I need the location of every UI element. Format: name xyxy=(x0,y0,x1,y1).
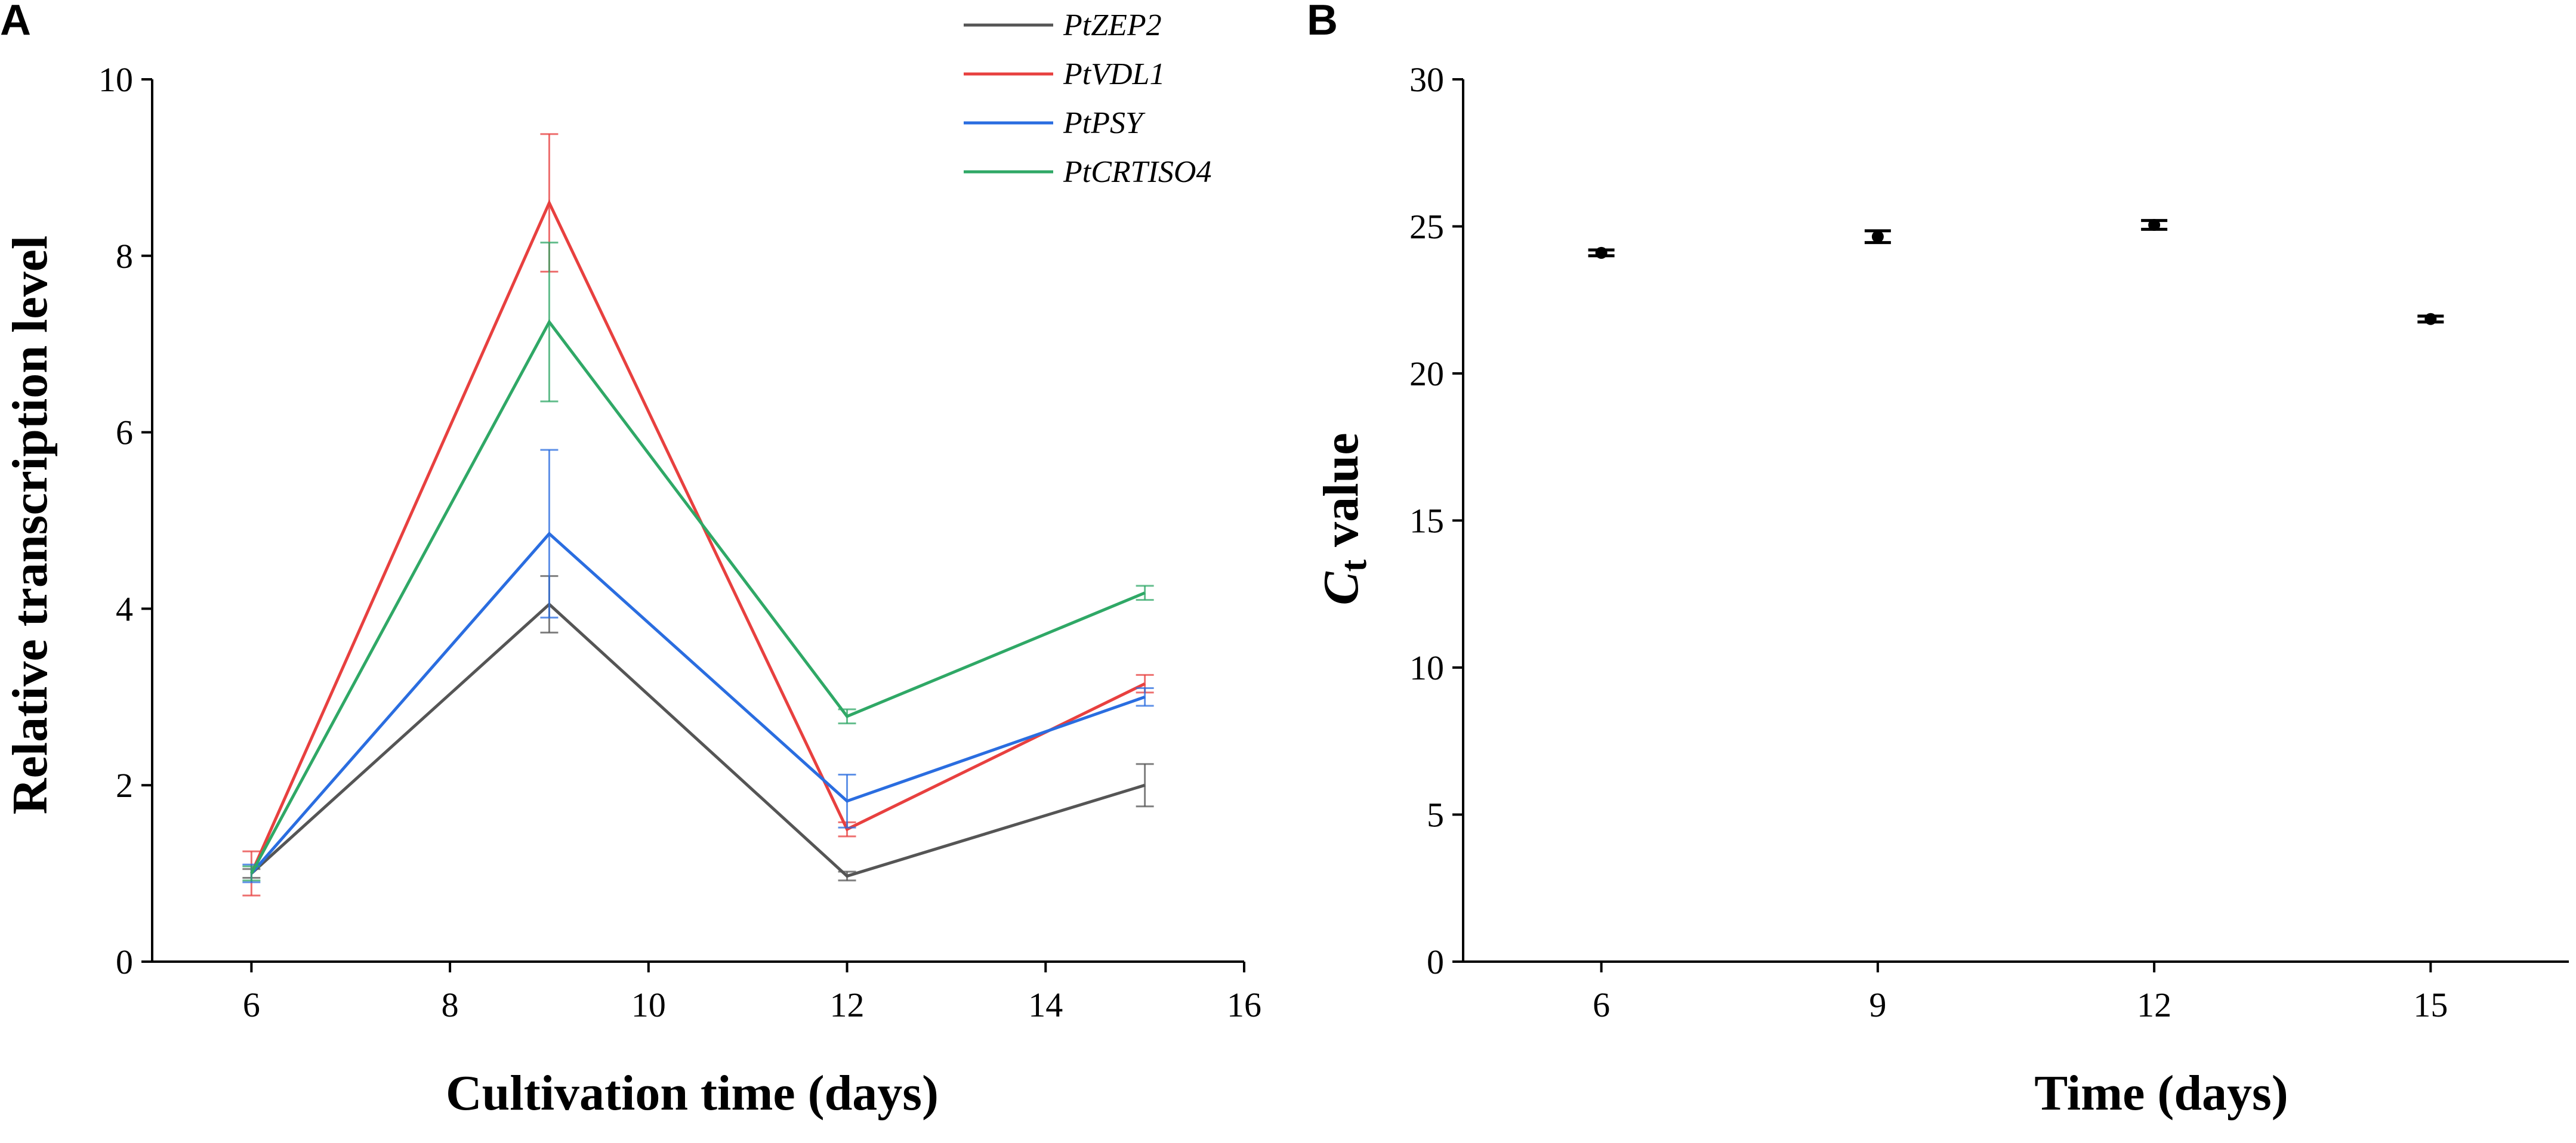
chart-a-xtick-label: 14 xyxy=(1028,986,1063,1024)
series-line-PtZEP2 xyxy=(250,602,1146,878)
chart-a-xlabel: Cultivation time (days) xyxy=(446,1065,939,1121)
chart-b-xtick-label: 15 xyxy=(2413,986,2448,1024)
chart-b-ticks: 0 5 10 15 20 25 30 6 9 12 15 xyxy=(1409,60,2448,1024)
chart-a-xtick-label: 6 xyxy=(243,986,260,1024)
chart-b-xtick-label: 9 xyxy=(1869,986,1886,1024)
chart-a-xtick-label: 8 xyxy=(442,986,459,1024)
panel-a-label: A xyxy=(0,0,31,44)
ct-point-group xyxy=(1864,229,1891,245)
legend-label: PtCRTISO4 xyxy=(1063,155,1211,189)
panel-b-label: B xyxy=(1307,0,1338,44)
chart-a-ytick-label: 8 xyxy=(116,237,133,276)
chart-a-ytick-label: 4 xyxy=(116,589,133,628)
legend-item-PtVDL1: PtVDL1 xyxy=(964,57,1165,91)
chart-b-xlabel: Time (days) xyxy=(2034,1065,2288,1121)
chart-a-ytick-label: 6 xyxy=(116,413,133,452)
series-PtPSY xyxy=(242,449,1154,883)
ct-point xyxy=(2424,313,2437,325)
chart-b-xtick-label: 6 xyxy=(1593,986,1610,1024)
legend-label: PtZEP2 xyxy=(1063,8,1162,42)
ct-point-group xyxy=(1588,246,1615,259)
chart-a-axes xyxy=(151,79,1244,963)
chart-b-ylabel: Ct value xyxy=(1313,433,1374,605)
chart-a-xtick-label: 12 xyxy=(830,986,865,1024)
chart-b-points xyxy=(1588,219,2444,325)
ct-point-group xyxy=(2417,313,2444,325)
chart-b-ytick-label: 10 xyxy=(1409,648,1444,687)
legend-label: PtVDL1 xyxy=(1063,57,1165,91)
series-line-PtVDL1 xyxy=(250,199,1146,875)
chart-a-ticks: 0 2 4 6 8 10 6 8 10 12 14 16 xyxy=(98,60,1261,1024)
chart-a-legend: PtZEP2 PtVDL1 PtPSY PtCRTISO4 xyxy=(964,8,1211,189)
chart-a-ytick-label: 0 xyxy=(116,943,133,981)
chart-b-ytick-label: 30 xyxy=(1409,60,1444,99)
chart-a-xtick-label: 16 xyxy=(1227,986,1261,1024)
chart-b-axes xyxy=(1462,79,2569,963)
series-PtCRTISO4 xyxy=(242,242,1154,882)
legend-item-PtZEP2: PtZEP2 xyxy=(964,8,1162,42)
chart-b-ylabel-sub: t xyxy=(1334,559,1374,572)
chart-a-ytick-label: 10 xyxy=(98,60,133,99)
ct-point xyxy=(1871,230,1884,243)
chart-b-ytick-label: 25 xyxy=(1409,208,1444,246)
chart-b: 0 5 10 15 20 25 30 6 9 12 15 Time (days) Ct value xyxy=(1313,60,2569,1121)
chart-a-ylabel: Relative transcription level xyxy=(2,236,58,814)
chart-a: 0 2 4 6 8 10 6 8 10 12 14 16 PtZEP2 PtVDL1 PtPSY PtCRT… xyxy=(2,8,1261,1121)
chart-b-ylabel-main: C xyxy=(1313,572,1369,606)
ct-point-group xyxy=(2141,219,2168,231)
series-line-PtCRTISO4 xyxy=(250,319,1146,875)
chart-a-series xyxy=(242,133,1154,897)
chart-b-ytick-label: 0 xyxy=(1427,943,1444,981)
chart-a-xtick-label: 10 xyxy=(631,986,666,1024)
chart-b-ytick-label: 15 xyxy=(1409,502,1444,540)
legend-item-PtCRTISO4: PtCRTISO4 xyxy=(964,155,1211,189)
chart-b-ytick-label: 5 xyxy=(1427,796,1444,835)
legend-item-PtPSY: PtPSY xyxy=(964,106,1146,140)
ct-point xyxy=(2148,219,2161,231)
series-PtVDL1 xyxy=(242,133,1154,897)
chart-a-ytick-label: 2 xyxy=(116,766,133,805)
chart-b-xtick-label: 12 xyxy=(2137,986,2171,1024)
chart-b-ytick-label: 20 xyxy=(1409,354,1444,393)
ct-point xyxy=(1595,246,1608,259)
chart-b-ylabel-rest: value xyxy=(1313,433,1369,559)
legend-label: PtPSY xyxy=(1063,106,1146,140)
series-line-PtPSY xyxy=(250,532,1146,875)
